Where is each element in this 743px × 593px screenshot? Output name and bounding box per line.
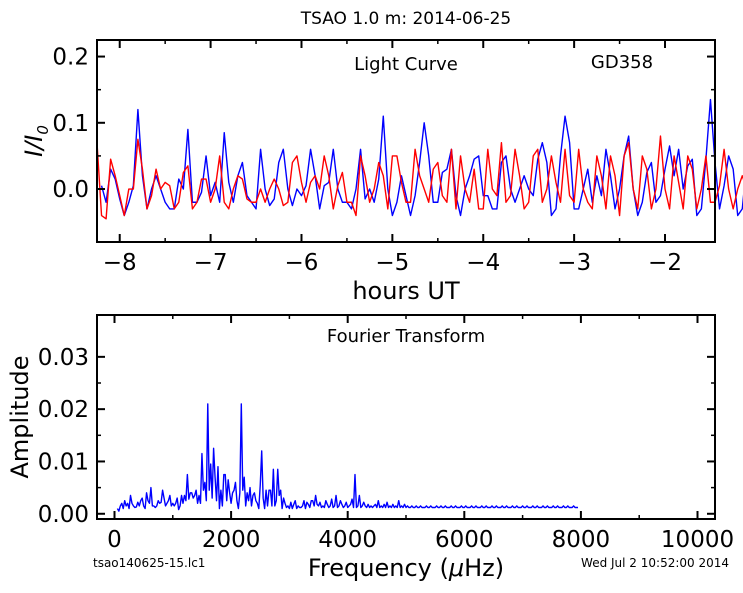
light-curve-series-0-line <box>100 98 743 217</box>
light-curve-ylabel-main: I/I <box>20 135 48 157</box>
fourier-xtick-label: 8000 <box>552 527 611 553</box>
light-curve-ylabel: I/I0 <box>20 125 52 157</box>
fourier-xtick-label: 0 <box>107 527 122 553</box>
light-curve-series-group <box>96 98 743 220</box>
fourier-ytick-label: 0.03 <box>38 345 89 371</box>
light-curve-xtick-label: −4 <box>466 250 500 276</box>
fourier-ticks: 0 2000 4000 6000 8000 10000 0.00 0.01 0.02 0.03 <box>38 315 734 553</box>
fourier-plot-area <box>97 315 715 519</box>
light-curve-ytick-label: 0.0 <box>52 177 89 203</box>
light-curve-ylabel-subscript: 0 <box>34 125 52 135</box>
light-curve-xtick-label: −7 <box>194 250 228 276</box>
footer-timestamp: Wed Jul 2 10:52:00 2014 <box>581 556 729 570</box>
light-curve-panel: −8 −7 −6 −5 −4 −3 −2 0.0 0.1 0.2 Light Curve GD35… <box>20 39 743 305</box>
fourier-annotation: Fourier Transform <box>327 326 485 347</box>
light-curve-ticks: −8 −7 −6 −5 −4 −3 −2 0.0 0.1 0.2 <box>52 40 715 276</box>
light-curve-xtick-label: −2 <box>648 250 682 276</box>
fourier-ytick-label: 0.00 <box>38 502 89 528</box>
light-curve-series-1-line <box>96 135 743 220</box>
light-curve-xlabel: hours UT <box>352 277 460 305</box>
light-curve-frame <box>96 39 716 243</box>
light-curve-object-label: GD358 <box>591 52 653 73</box>
fourier-series-0-line <box>116 403 578 512</box>
light-curve-xtick-label: −5 <box>375 250 409 276</box>
fourier-xlabel: Frequency (μHz) <box>308 554 504 582</box>
light-curve-ytick-label: 0.1 <box>52 111 89 137</box>
fourier-ylabel: Amplitude <box>6 356 34 479</box>
fourier-xtick-label: 10000 <box>661 527 734 553</box>
fourier-ytick-label: 0.02 <box>38 397 89 423</box>
light-curve-xtick-label: −3 <box>557 250 591 276</box>
light-curve-xtick-label: −8 <box>103 250 137 276</box>
light-curve-annotation: Light Curve <box>354 54 458 75</box>
light-curve-plot-area <box>97 40 715 242</box>
fourier-ytick-label: 0.01 <box>38 449 89 475</box>
footer-filename: tsao140625-15.lc1 <box>93 556 205 570</box>
fourier-xtick-label: 4000 <box>318 527 377 553</box>
fourier-series-group <box>116 403 578 512</box>
fourier-xtick-label: 2000 <box>202 527 261 553</box>
fourier-xtick-label: 6000 <box>435 527 494 553</box>
figure-title: TSAO 1.0 m: 2014-06-25 <box>300 9 512 29</box>
fourier-panel: 0 2000 4000 6000 8000 10000 0.00 0.01 0.02 0.03 F… <box>6 314 734 582</box>
light-curve-ytick-label: 0.2 <box>52 45 89 71</box>
light-curve-xtick-label: −6 <box>285 250 319 276</box>
fourier-xlabel-mu: μ <box>448 554 464 582</box>
fourier-xlabel-tail: Hz) <box>464 554 504 582</box>
fourier-xlabel-main: Frequency ( <box>308 554 449 582</box>
